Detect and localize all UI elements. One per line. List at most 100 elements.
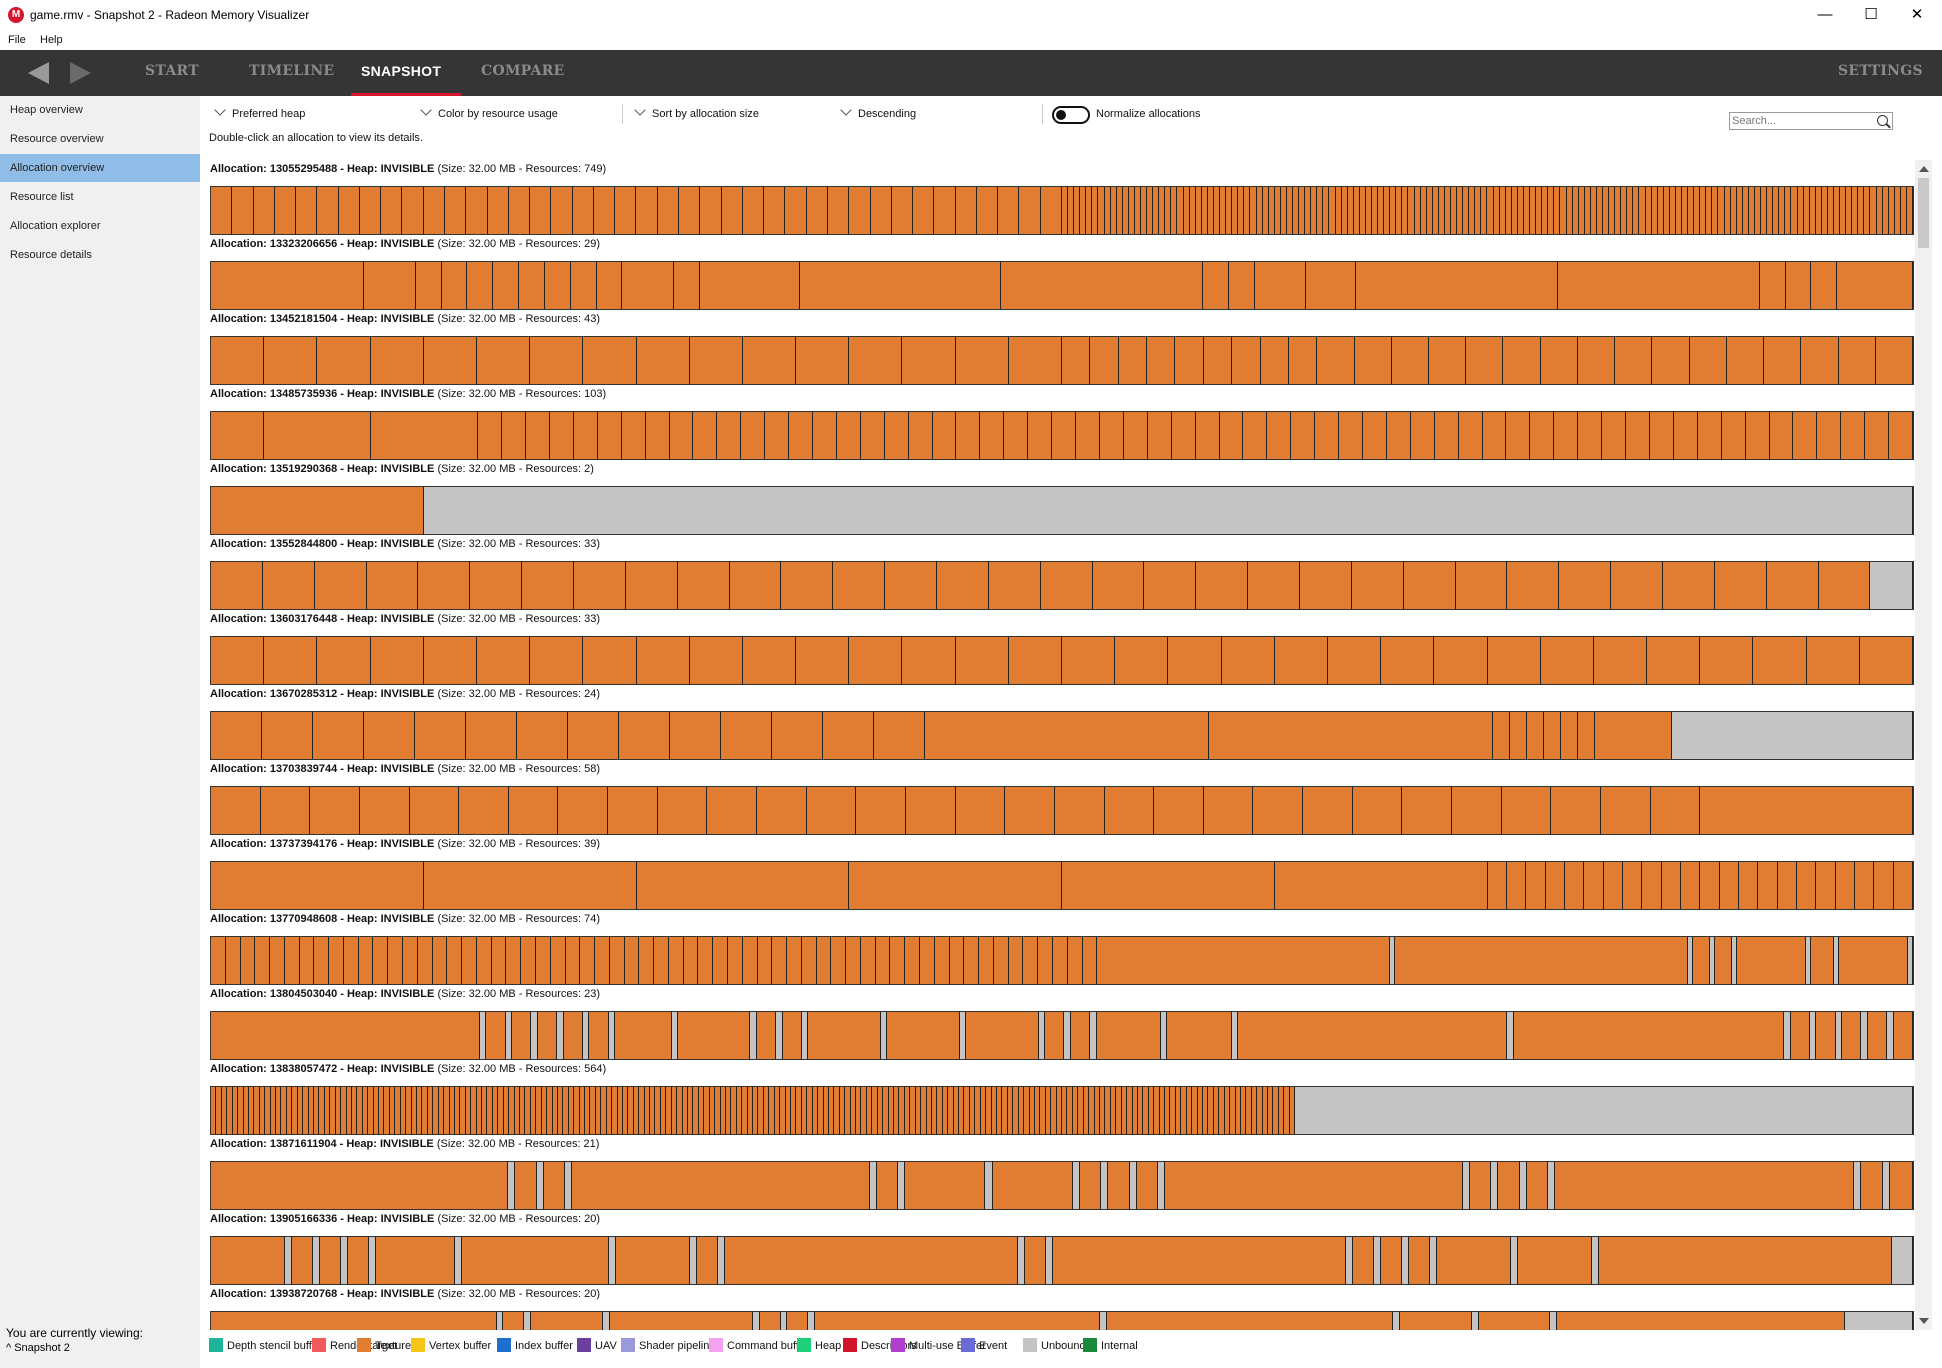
resource-segment[interactable] [1092, 187, 1099, 234]
resource-segment[interactable] [875, 937, 891, 984]
resource-segment[interactable] [1402, 787, 1453, 834]
resource-segment[interactable] [1306, 262, 1357, 309]
allocation-row[interactable]: Allocation: 13905166336 - Heap: INVISIBL… [209, 1210, 1915, 1285]
resource-segment[interactable] [1816, 862, 1836, 909]
resource-segment[interactable] [1201, 187, 1208, 234]
resource-segment[interactable] [980, 1087, 987, 1134]
resource-segment[interactable] [524, 1312, 531, 1330]
resource-segment[interactable] [1874, 862, 1894, 909]
resource-segment[interactable] [1758, 862, 1778, 909]
resource-segment[interactable] [883, 1087, 889, 1134]
resource-segment[interactable] [1192, 1087, 1198, 1134]
resource-segment[interactable] [1466, 337, 1504, 384]
resource-segment[interactable] [1128, 187, 1135, 234]
resource-segment[interactable] [476, 937, 492, 984]
resource-segment[interactable] [993, 937, 1009, 984]
resource-segment[interactable] [308, 1087, 314, 1134]
resource-segment[interactable] [1663, 562, 1715, 609]
resource-segment[interactable] [872, 1087, 878, 1134]
resource-segment[interactable] [806, 787, 857, 834]
resource-segment[interactable] [785, 187, 807, 234]
resource-segment[interactable] [1067, 937, 1083, 984]
resource-segment[interactable] [1354, 337, 1392, 384]
resource-segment[interactable] [1506, 862, 1527, 909]
resource-segment[interactable] [760, 1312, 781, 1330]
resource-segment[interactable] [1816, 1012, 1836, 1059]
resource-segment[interactable] [1487, 187, 1494, 234]
resource-segment[interactable] [454, 1237, 462, 1284]
resource-segment[interactable] [509, 1087, 515, 1134]
resource-segment[interactable] [1062, 1087, 1068, 1134]
resource-segment[interactable] [955, 187, 977, 234]
resource-segment[interactable] [1559, 562, 1612, 609]
resource-segment[interactable] [319, 1087, 325, 1134]
resource-segment[interactable] [985, 1162, 993, 1209]
resource-segment[interactable] [1317, 187, 1324, 234]
resource-segment[interactable] [833, 562, 886, 609]
resource-segment[interactable] [725, 1087, 732, 1134]
resource-segment[interactable] [925, 712, 1210, 759]
resource-segment[interactable] [579, 1087, 586, 1134]
resource-segment[interactable] [657, 187, 680, 234]
resource-segment[interactable] [1551, 787, 1601, 834]
resource-segment[interactable] [846, 937, 861, 984]
forward-arrow-icon[interactable] [70, 62, 91, 84]
resource-segment[interactable] [926, 1087, 932, 1134]
resource-segment[interactable] [849, 862, 1062, 909]
resource-segment[interactable] [1213, 187, 1221, 234]
resource-segment[interactable] [1171, 187, 1178, 234]
resource-segment[interactable] [1673, 412, 1698, 459]
resource-segment[interactable] [1864, 187, 1871, 234]
resource-segment[interactable] [828, 1087, 835, 1134]
resource-segment[interactable] [621, 412, 646, 459]
resource-segment[interactable] [856, 787, 906, 834]
allocation-bar[interactable] [210, 261, 1914, 310]
resource-segment[interactable] [1507, 1012, 1514, 1059]
scroll-thumb[interactable] [1918, 178, 1929, 248]
resource-segment[interactable] [493, 262, 520, 309]
resource-segment[interactable] [1353, 1237, 1375, 1284]
resource-segment[interactable] [526, 412, 550, 459]
resource-segment[interactable] [921, 1087, 927, 1134]
resource-segment[interactable] [1122, 187, 1129, 234]
resource-segment[interactable] [1248, 562, 1300, 609]
resource-segment[interactable] [366, 562, 419, 609]
resource-segment[interactable] [894, 1087, 900, 1134]
resource-segment[interactable] [211, 562, 263, 609]
resource-segment[interactable] [1815, 187, 1822, 234]
resource-segment[interactable] [1663, 187, 1670, 234]
resource-segment[interactable] [544, 262, 571, 309]
resource-segment[interactable] [1295, 1087, 1913, 1134]
resource-segment[interactable] [1181, 1087, 1187, 1134]
resource-segment[interactable] [937, 1087, 943, 1134]
resource-segment[interactable] [1554, 412, 1579, 459]
resource-segment[interactable] [1593, 637, 1648, 684]
allocation-bar[interactable] [210, 1236, 1914, 1285]
resource-segment[interactable] [1680, 862, 1701, 909]
resource-segment[interactable] [616, 1237, 690, 1284]
resource-segment[interactable] [721, 712, 773, 759]
resource-segment[interactable] [1208, 1087, 1214, 1134]
resource-segment[interactable] [697, 1237, 719, 1284]
resource-segment[interactable] [836, 412, 861, 459]
resource-segment[interactable] [992, 1162, 1073, 1209]
resource-segment[interactable] [1311, 187, 1318, 234]
resource-segment[interactable] [1709, 937, 1716, 984]
resource-segment[interactable] [869, 1162, 877, 1209]
resource-segment[interactable] [1645, 187, 1652, 234]
resource-segment[interactable] [920, 937, 935, 984]
resource-segment[interactable] [502, 412, 527, 459]
resource-segment[interactable] [1462, 1162, 1470, 1209]
resource-segment[interactable] [1118, 337, 1148, 384]
resource-segment[interactable] [211, 1012, 480, 1059]
resource-segment[interactable] [423, 187, 446, 234]
resource-segment[interactable] [776, 1012, 783, 1059]
resource-segment[interactable] [668, 937, 684, 984]
sidebar-item-resource-overview[interactable]: Resource overview [10, 133, 104, 145]
resource-segment[interactable] [1395, 937, 1688, 984]
resource-segment[interactable] [572, 1162, 870, 1209]
resource-segment[interactable] [1837, 262, 1913, 309]
resource-segment[interactable] [563, 1012, 583, 1059]
resource-segment[interactable] [416, 1087, 423, 1134]
resource-segment[interactable] [1096, 1012, 1162, 1059]
